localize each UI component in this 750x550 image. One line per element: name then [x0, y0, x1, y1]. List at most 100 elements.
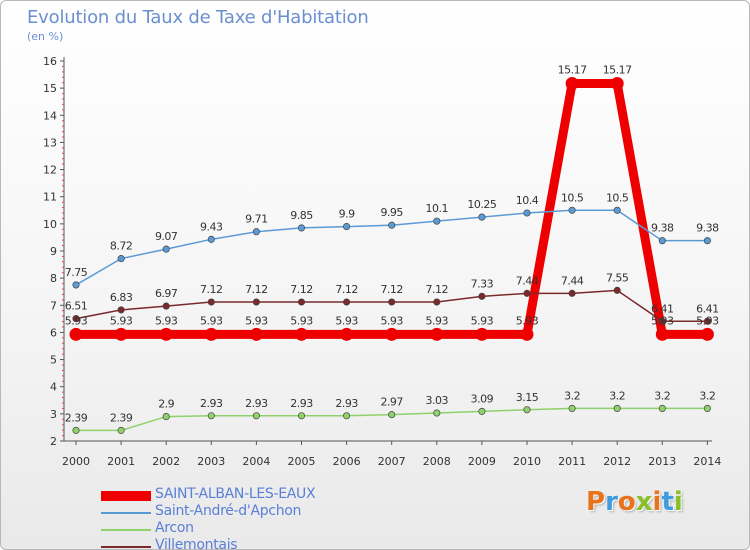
data-label: 10.5	[561, 191, 584, 204]
data-point	[249, 327, 263, 341]
x-tick-label: 2001	[107, 455, 135, 468]
data-label: 7.12	[426, 283, 449, 296]
legend-swatch	[101, 491, 151, 501]
data-label: 3.15	[516, 391, 539, 404]
data-label: 5.93	[516, 314, 539, 327]
data-point	[159, 327, 173, 341]
proxiti-logo: Proxiti	[586, 487, 683, 517]
data-label: 7.12	[380, 283, 403, 296]
data-label: 7.44	[516, 274, 539, 287]
data-label: 10.4	[516, 194, 539, 207]
data-point	[658, 317, 666, 325]
data-point	[72, 426, 80, 434]
data-point	[207, 298, 215, 306]
data-label: 2.39	[65, 411, 88, 424]
data-label: 2.39	[110, 411, 133, 424]
data-point	[613, 286, 621, 294]
data-point	[658, 237, 666, 245]
data-point	[385, 327, 399, 341]
y-tick-label: 6	[50, 326, 57, 339]
data-point	[478, 292, 486, 300]
data-point	[433, 409, 441, 417]
data-point	[295, 327, 308, 341]
legend-swatch	[101, 512, 151, 514]
data-point	[207, 235, 215, 243]
data-label: 8.72	[110, 240, 133, 253]
data-point	[658, 404, 666, 412]
data-point	[565, 77, 579, 91]
data-label: 5.93	[696, 314, 719, 327]
data-label: 5.93	[110, 314, 133, 327]
data-point	[117, 255, 125, 263]
data-label: 5.93	[155, 314, 178, 327]
data-point	[433, 298, 441, 306]
data-label: 2.9	[158, 398, 174, 411]
data-label: 9.85	[290, 209, 313, 222]
data-point	[207, 412, 215, 420]
data-label: 7.12	[335, 283, 358, 296]
data-point	[117, 306, 125, 314]
x-tick-label: 2011	[558, 455, 586, 468]
data-label: 10.1	[426, 202, 449, 215]
legend-label: Villemontais	[155, 537, 238, 550]
data-label: 7.12	[200, 283, 223, 296]
x-tick-label: 2005	[288, 455, 316, 468]
data-label: 9.95	[380, 206, 403, 219]
x-tick-label: 2000	[62, 455, 90, 468]
data-label: 3.03	[426, 394, 449, 407]
data-label: 3.09	[471, 392, 494, 405]
data-point	[252, 298, 260, 306]
data-point	[523, 209, 531, 217]
y-tick-label: 13	[43, 136, 57, 149]
data-point	[523, 289, 531, 297]
legend-label: Saint-André-d'Apchon	[155, 503, 302, 519]
data-point	[523, 406, 531, 414]
data-label: 5.93	[380, 314, 403, 327]
data-label: 15.17	[558, 64, 587, 77]
data-label: 2.97	[380, 396, 403, 409]
data-point	[72, 281, 80, 289]
data-point	[700, 327, 714, 341]
data-point	[204, 327, 218, 341]
data-label: 7.44	[561, 274, 584, 287]
data-label: 7.75	[65, 266, 88, 279]
data-label: 2.93	[335, 397, 358, 410]
chart-title: Evolution du Taux de Taxe d'Habitation	[27, 7, 369, 28]
y-tick-label: 7	[50, 299, 57, 312]
data-point	[703, 237, 711, 245]
data-label: 7.55	[606, 271, 629, 284]
y-tick-label: 11	[43, 191, 57, 204]
data-point	[162, 245, 170, 253]
data-label: 6.97	[155, 287, 178, 300]
data-point	[340, 327, 354, 341]
data-label: 10.25	[467, 198, 496, 211]
data-point	[72, 315, 80, 323]
data-label: 3.2	[699, 389, 715, 402]
y-tick-label: 5	[50, 354, 57, 367]
data-point	[343, 412, 351, 420]
data-point	[433, 217, 441, 225]
data-point	[297, 412, 306, 420]
x-tick-label: 2002	[152, 455, 180, 468]
data-point	[568, 289, 576, 297]
data-label: 5.93	[200, 314, 223, 327]
data-point	[703, 317, 711, 325]
data-label: 5.93	[335, 314, 358, 327]
x-tick-label: 2012	[603, 455, 631, 468]
data-label: 2.93	[290, 397, 313, 410]
data-label: 9.38	[651, 222, 674, 235]
y-tick-label: 3	[50, 408, 57, 421]
y-tick-label: 8	[50, 272, 57, 285]
data-point	[297, 298, 306, 306]
y-tick-label: 15	[43, 82, 57, 95]
y-tick-label: 2	[50, 435, 57, 448]
data-label: 9.38	[696, 222, 719, 235]
data-point	[162, 302, 170, 310]
data-point	[117, 426, 125, 434]
data-label: 5.93	[651, 314, 674, 327]
data-label: 9.07	[155, 230, 178, 243]
data-label: 5.93	[290, 314, 313, 327]
data-label: 6.51	[65, 300, 88, 313]
data-point	[478, 213, 486, 221]
data-point	[388, 298, 396, 306]
